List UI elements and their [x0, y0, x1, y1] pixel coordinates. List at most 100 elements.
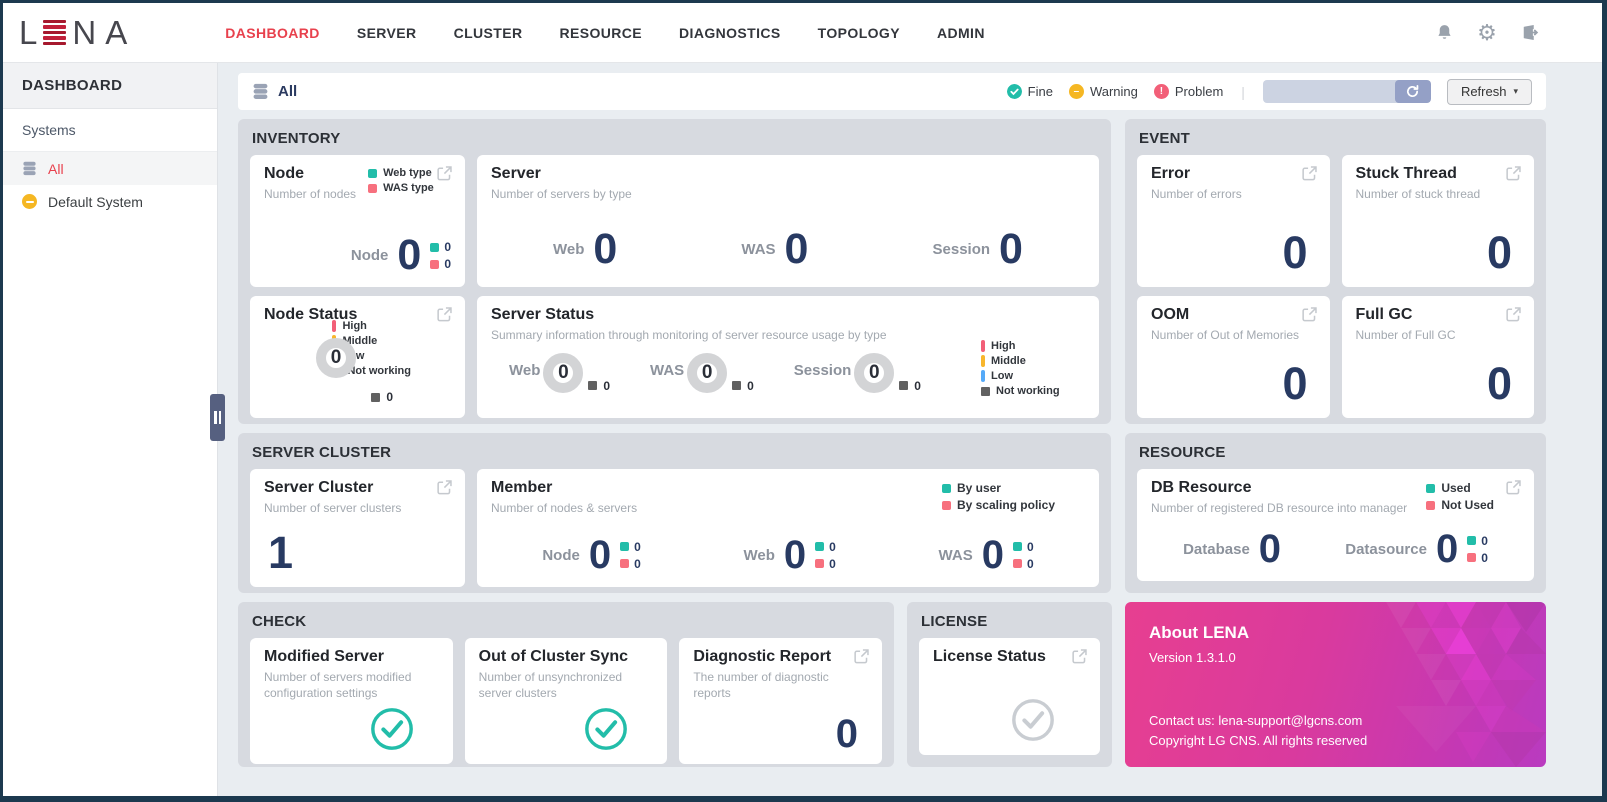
legend-problem-label: Problem — [1174, 84, 1224, 99]
member-legend: By user By scaling policy — [941, 481, 1055, 512]
card-title: License Status — [933, 648, 1046, 665]
card-title: Server Status — [491, 306, 595, 323]
nav-admin[interactable]: ADMIN — [936, 24, 985, 41]
ok-check-icon — [370, 708, 413, 750]
sidebar-item-default-system[interactable]: Default System — [3, 185, 217, 218]
datasource-count: Datasource 0 0 0 — [1345, 527, 1488, 571]
card-subtitle: Number of servers modified configuration… — [264, 670, 412, 701]
app-header: L N A DASHBOARD SERVER CLUSTER RESOURCE … — [3, 3, 1602, 63]
external-link-icon[interactable] — [1504, 305, 1523, 324]
notifications-bell-icon[interactable] — [1434, 23, 1454, 43]
legend-web-type: Web type — [383, 167, 432, 179]
database-count: Database 0 — [1183, 527, 1282, 571]
card-db-resource: DB Resource Number of registered DB reso… — [1137, 469, 1534, 581]
refresh-now-button[interactable] — [1394, 80, 1431, 103]
copyright-line: Copyright LG CNS. All rights reserved — [1149, 732, 1368, 748]
node-type-legend: Web type WAS type — [368, 167, 434, 202]
card-node-status: Node Status High Middle Low Not working … — [250, 296, 465, 418]
card-subtitle: Number of Full GC — [1355, 328, 1456, 342]
node-total-value: 0 — [397, 231, 422, 280]
nav-dashboard[interactable]: DASHBOARD — [225, 24, 320, 41]
legend-was-type: WAS type — [383, 182, 434, 194]
panel-resource: RESOURCE DB Resource Number of registere… — [1125, 433, 1546, 593]
external-link-icon[interactable] — [1300, 164, 1319, 183]
legend-problem: ! Problem — [1153, 84, 1224, 99]
card-server-status: Server Status Summary information throug… — [477, 296, 1099, 418]
legend-by-scaling-policy: By scaling policy — [956, 498, 1055, 512]
toolbar-divider: | — [1241, 83, 1245, 100]
external-link-icon[interactable] — [1504, 164, 1523, 183]
server-session-count: Session 0 — [932, 225, 1023, 274]
nav-server[interactable]: SERVER — [356, 24, 417, 41]
card-title: DB Resource — [1151, 479, 1252, 496]
about-lena-card: About LENA Version 1.3.1.0 Contact us: l… — [1125, 602, 1546, 767]
settings-gear-icon[interactable]: ⚙ — [1477, 19, 1497, 45]
session-status-donut: 0 — [854, 352, 895, 393]
nav-cluster[interactable]: CLUSTER — [453, 24, 523, 41]
was-status-donut: 0 — [687, 352, 728, 393]
ok-check-icon — [585, 708, 628, 750]
external-link-icon[interactable] — [435, 305, 454, 324]
database-icon — [253, 83, 268, 99]
about-title: About LENA — [1149, 623, 1250, 642]
lena-logo[interactable]: L N A — [19, 14, 129, 52]
logout-icon[interactable] — [1520, 23, 1540, 43]
chevron-down-icon: ▾ — [1513, 86, 1518, 96]
sidebar-item-all[interactable]: All — [3, 152, 217, 185]
about-version: Version 1.3.1.0 — [1149, 650, 1236, 665]
selected-system: All — [252, 83, 297, 100]
contact-line: Contact us: lena-support@lgcns.com — [1149, 712, 1363, 728]
node-was-value: 0 — [444, 257, 451, 272]
refresh-dropdown-button[interactable]: Refresh ▾ — [1446, 78, 1532, 105]
external-link-icon[interactable] — [1070, 647, 1089, 666]
sidebar-item-label: Default System — [48, 193, 143, 210]
node-count: Node 0 0 0 — [264, 231, 451, 280]
external-link-icon[interactable] — [435, 164, 454, 183]
card-server-cluster: Server Cluster Number of server clusters… — [250, 469, 465, 587]
header-icons: ⚙ — [1434, 19, 1540, 45]
logo-letter-l: L — [19, 13, 40, 51]
panel-server-cluster: SERVER CLUSTER Server Cluster Number of … — [238, 433, 1111, 593]
card-title: Out of Cluster Sync — [478, 648, 629, 665]
warning-minus-icon: – — [1068, 84, 1084, 99]
selected-system-label: All — [278, 83, 298, 100]
web-status-donut: 0 — [543, 352, 584, 393]
external-link-icon[interactable] — [1300, 305, 1319, 324]
external-link-icon[interactable] — [852, 647, 871, 666]
external-link-icon[interactable] — [435, 478, 454, 497]
card-modified-server: Modified Server Number of servers modifi… — [250, 638, 453, 764]
web-type-marker — [368, 168, 378, 178]
database-icon — [23, 161, 36, 176]
refresh-label: Refresh — [1460, 84, 1507, 99]
legend-by-user: By user — [956, 481, 1001, 495]
legend-fine: Fine — [1006, 84, 1053, 99]
card-title: OOM — [1151, 306, 1190, 323]
legend-warning: – Warning — [1068, 84, 1138, 99]
legend-used: Used — [1441, 481, 1471, 495]
nav-topology[interactable]: TOPOLOGY — [817, 24, 900, 41]
external-link-icon[interactable] — [1504, 478, 1523, 497]
card-subtitle: Number of errors — [1151, 187, 1242, 201]
member-web-count: Web 0 0 0 — [743, 533, 836, 577]
card-subtitle: The number of diagnostic reports — [693, 670, 829, 701]
server-was-count: WAS 0 — [741, 225, 809, 274]
sidebar-collapse-handle[interactable] — [210, 394, 225, 441]
card-node: Node Number of nodes Web type WAS type — [250, 155, 465, 287]
card-title: Server — [491, 165, 541, 182]
nav-diagnostics[interactable]: DIAGNOSTICS — [679, 24, 781, 41]
card-server: Server Number of servers by type Web 0 WA… — [477, 155, 1099, 287]
license-check-icon — [1012, 699, 1054, 741]
nav-resource[interactable]: RESOURCE — [559, 24, 643, 41]
card-oom: OOM Number of Out of Memories 0 — [1137, 296, 1330, 418]
card-title: Stuck Thread — [1355, 165, 1457, 182]
card-title: Diagnostic Report — [693, 648, 832, 665]
refresh-progress-bar — [1262, 80, 1431, 103]
card-subtitle: Number of registered DB resource into ma… — [1151, 501, 1408, 515]
refresh-icon — [1407, 84, 1419, 97]
card-subtitle: Number of unsynchronized server clusters — [478, 670, 623, 701]
card-stuck-thread: Stuck Thread Number of stuck thread 0 — [1341, 155, 1534, 287]
member-was-count: WAS 0 0 0 — [938, 533, 1034, 577]
logo-letter-n: N — [72, 13, 99, 51]
member-node-count: Node 0 0 0 — [542, 533, 641, 577]
